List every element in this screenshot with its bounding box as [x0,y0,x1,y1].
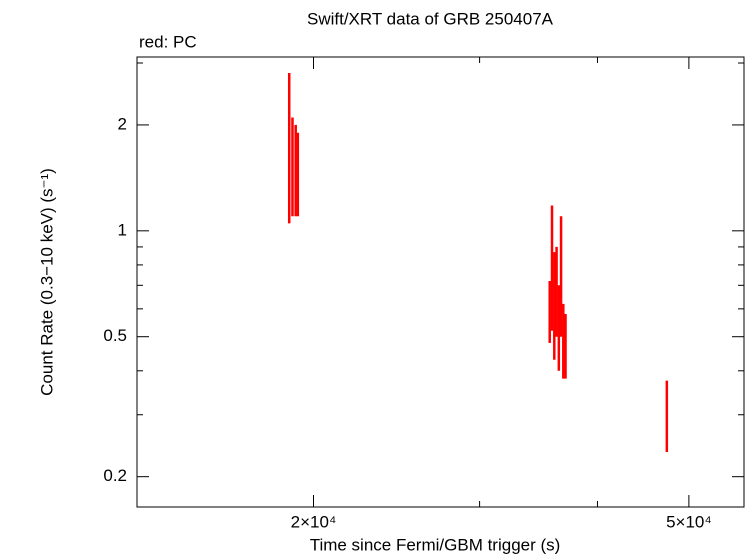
chart-subtitle: red: PC [139,32,197,51]
x-tick-label: 5×10⁴ [666,512,712,531]
y-tick-label: 0.5 [103,326,127,345]
y-axis-label: Count Rate (0.3−10 keV) (s⁻¹) [37,168,56,396]
y-tick-label: 0.2 [103,466,127,485]
x-tick-label: 2×10⁴ [291,512,337,531]
x-axis-label: Time since Fermi/GBM trigger (s) [310,535,561,554]
y-tick-label: 1 [118,220,127,239]
y-tick-label: 2 [118,114,127,133]
chart-title: Swift/XRT data of GRB 250407A [307,9,554,28]
plot-frame [136,56,745,508]
